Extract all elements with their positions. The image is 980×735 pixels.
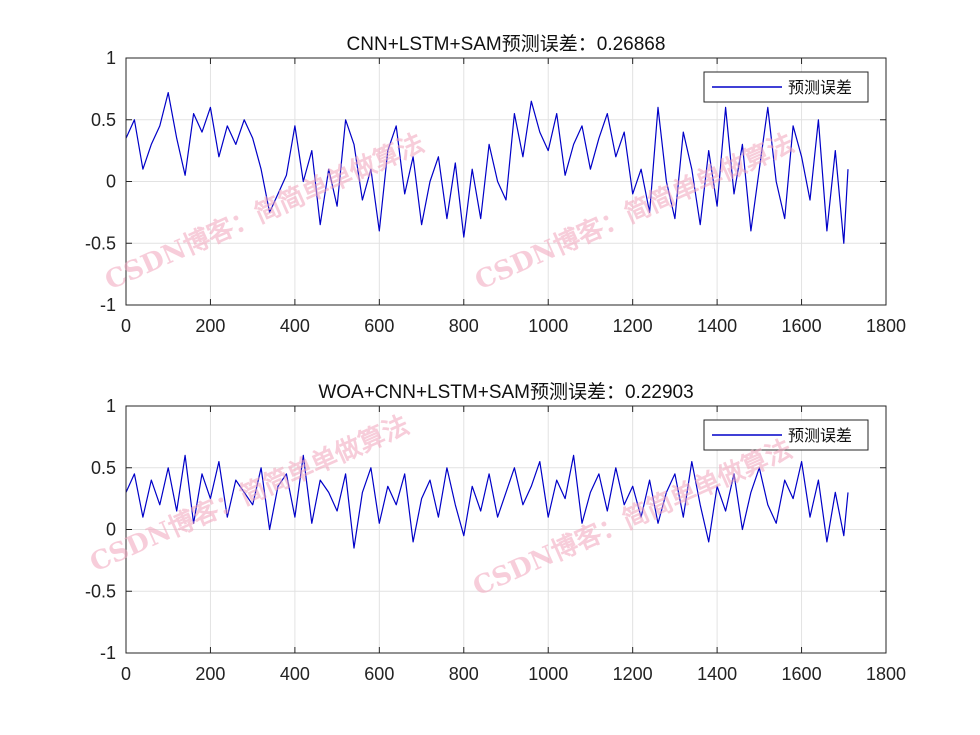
y-tick-label: -0.5 <box>85 233 116 253</box>
legend: 预测误差 <box>703 419 869 451</box>
x-tick-label: 200 <box>195 316 225 336</box>
legend-label: 预测误差 <box>788 78 852 97</box>
x-tick-label: 1000 <box>528 664 568 684</box>
x-tick-label: 1200 <box>613 664 653 684</box>
y-tick-label: -1 <box>100 295 116 315</box>
y-tick-label: -1 <box>100 643 116 663</box>
y-tick-label: 0 <box>106 172 116 192</box>
x-tick-label: 400 <box>280 664 310 684</box>
x-tick-label: 1400 <box>697 664 737 684</box>
chart-title: CNN+LSTM+SAM预测误差：0.26868 <box>347 33 666 55</box>
x-tick-label: 1600 <box>782 316 822 336</box>
x-tick-label: 600 <box>364 664 394 684</box>
credit-sub: CSDN @简简单单做算法 <box>762 711 918 728</box>
y-tick-label: 0 <box>106 520 116 540</box>
y-tick-label: 0.5 <box>91 110 116 130</box>
legend-label: 预测误差 <box>788 426 852 445</box>
x-tick-label: 1800 <box>866 316 906 336</box>
x-tick-label: 0 <box>121 316 131 336</box>
x-tick-label: 600 <box>364 316 394 336</box>
x-tick-label: 1600 <box>782 664 822 684</box>
series-line-1 <box>125 91 849 244</box>
chart-panel-1: 0 200 400 600 800 1000 1200 1400 1600 1800 1 0.5 0 -0… <box>85 33 906 336</box>
x-tick-label: 800 <box>449 316 479 336</box>
x-tick-label: 1000 <box>528 316 568 336</box>
x-tick-label: 800 <box>449 664 479 684</box>
legend: 预测误差 <box>703 71 869 103</box>
credit-main: 掘金技术社区 @ 简简单单做算法 <box>598 687 891 711</box>
chart-panel-2: 0 200 400 600 800 1000 1200 1400 1600 1800 1 0.5 0 -0… <box>85 381 906 684</box>
y-tick-label: 0.5 <box>91 458 116 478</box>
x-tick-label: 200 <box>195 664 225 684</box>
x-tick-label: 1200 <box>613 316 653 336</box>
y-tick-label: -0.5 <box>85 581 116 601</box>
y-tick-label: 1 <box>106 48 116 68</box>
y-tick-label: 1 <box>106 396 116 416</box>
x-tick-label: 400 <box>280 316 310 336</box>
chart-title: WOA+CNN+LSTM+SAM预测误差：0.22903 <box>318 381 693 403</box>
x-tick-label: 1800 <box>866 664 906 684</box>
x-tick-label: 1400 <box>697 316 737 336</box>
x-tick-label: 0 <box>121 664 131 684</box>
series-line-1 <box>125 454 849 549</box>
